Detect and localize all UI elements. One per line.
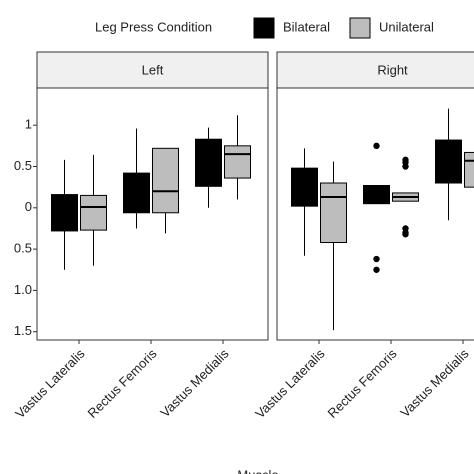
legend-swatch xyxy=(349,17,371,39)
strip-label: Left xyxy=(142,62,164,77)
box xyxy=(320,182,347,244)
legend-label: Unilateral xyxy=(379,19,434,34)
outlier xyxy=(373,255,380,263)
outlier xyxy=(373,142,380,150)
x-tick-label: Vastus Medialis xyxy=(157,346,232,421)
y-tick-label: 0.5 xyxy=(14,241,32,256)
strip-label: Right xyxy=(377,62,408,77)
y-tick-label: 1.0 xyxy=(14,282,32,297)
legend-title: Leg Press Condition xyxy=(95,19,212,34)
x-tick-label: Vastus Medialis xyxy=(397,346,472,421)
box xyxy=(464,151,474,188)
outlier xyxy=(373,266,380,273)
box xyxy=(152,147,179,214)
x-tick-label: Vastus Lateralis xyxy=(252,346,328,422)
box xyxy=(80,194,107,231)
legend-swatch xyxy=(253,17,275,39)
strip xyxy=(276,51,474,89)
box xyxy=(363,184,390,205)
outlier xyxy=(402,163,409,170)
box xyxy=(123,172,150,214)
x-tick-label: Rectus Femoris xyxy=(325,346,400,421)
y-tick-label: 0 xyxy=(25,199,32,214)
x-tick-label: Rectus Femoris xyxy=(85,346,160,421)
legend-label: Bilateral xyxy=(283,19,330,34)
box xyxy=(224,145,251,179)
outlier xyxy=(402,231,409,238)
x-axis-title: Muscle xyxy=(237,467,278,474)
y-tick-label: 1 xyxy=(25,117,32,132)
y-tick-label: 1.5 xyxy=(14,323,32,338)
panel xyxy=(276,87,474,341)
x-tick-label: Vastus Lateralis xyxy=(12,346,88,422)
y-tick-label: 0.5 xyxy=(14,158,32,173)
